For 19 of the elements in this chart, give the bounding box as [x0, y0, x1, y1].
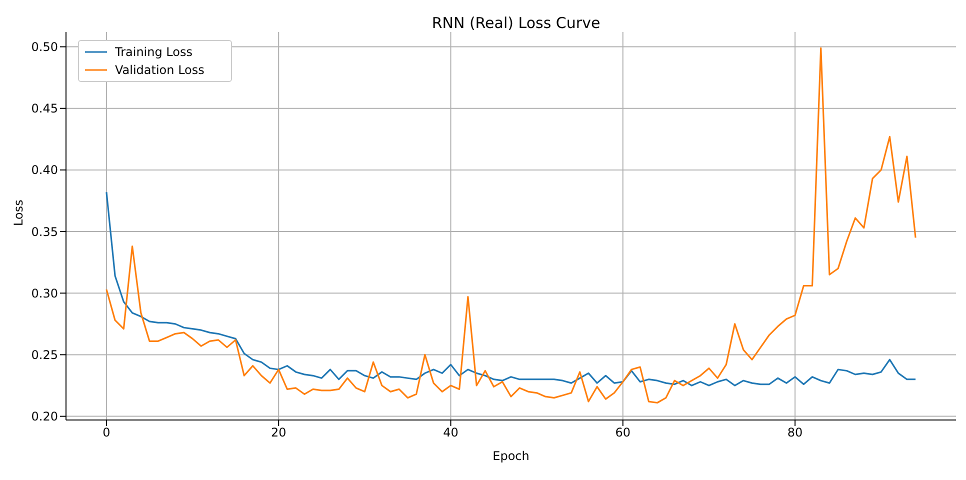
y-tick-label: 0.45: [31, 102, 58, 116]
line-series: [106, 191, 916, 386]
x-tick-label: 0: [102, 426, 110, 440]
x-tick-label: 60: [615, 426, 631, 440]
x-tick-label: 20: [270, 426, 286, 440]
y-tick-label: 0.25: [31, 348, 58, 362]
legend-label: Training Loss: [115, 44, 192, 61]
y-axis-title: Loss: [11, 200, 26, 226]
legend-label: Validation Loss: [115, 62, 204, 79]
y-tick-label: 0.35: [31, 224, 58, 239]
y-tick-label: 0.40: [31, 163, 58, 178]
x-tick-label: 40: [443, 426, 458, 440]
x-tick-label: 80: [787, 426, 803, 440]
y-tick-label: 0.20: [31, 410, 58, 424]
y-tick-label: 0.30: [31, 286, 58, 300]
line-series: [106, 47, 916, 404]
x-axis-title: Epoch: [492, 449, 530, 463]
y-tick-label: 0.50: [31, 40, 58, 54]
chart-title: RNN (Real) Loss Curve: [432, 14, 600, 32]
